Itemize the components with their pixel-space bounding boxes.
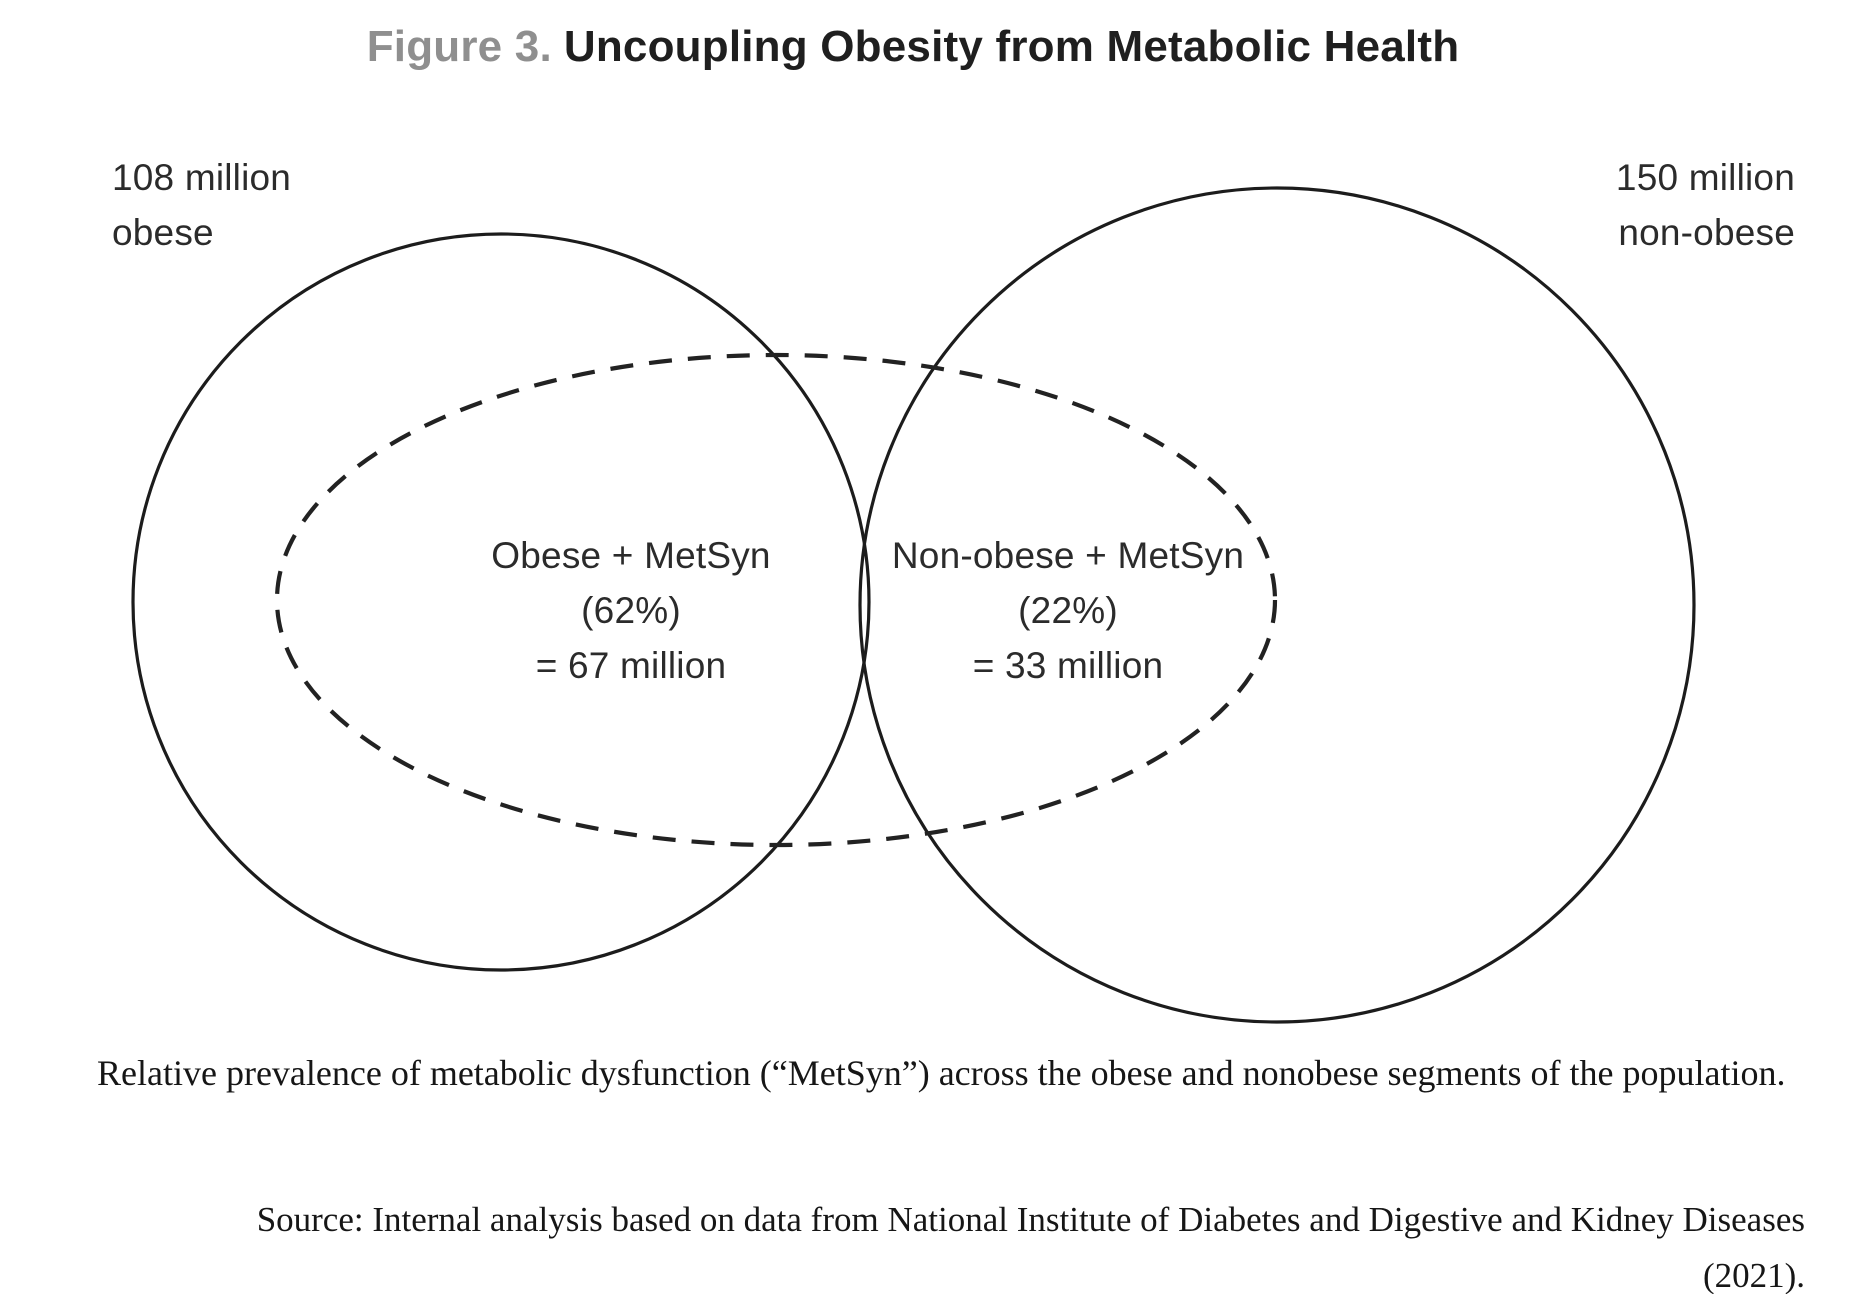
non-obese-circle-annotation: 150 million non-obese xyxy=(1616,150,1795,260)
non-obese-metsyn-label-block: Non-obese + MetSyn (22%) = 33 million xyxy=(892,528,1244,693)
figure-number-label: Figure 3. xyxy=(366,22,552,71)
metsyn-dashed-ellipse xyxy=(274,352,1278,848)
obese-label-line: obese xyxy=(112,212,214,253)
non-obese-metsyn-percent: (22%) xyxy=(1018,590,1118,631)
figure-source: Source: Internal analysis based on data … xyxy=(256,1200,1805,1294)
non-obese-metsyn-label: Non-obese + MetSyn xyxy=(891,535,1245,576)
obese-total-line: 108 million xyxy=(112,157,292,198)
figure-caption: Relative prevalence of metabolic dysfunc… xyxy=(97,1053,1786,1093)
figure-title-text: Uncoupling Obesity from Metabolic Health xyxy=(563,22,1460,71)
obese-circle-annotation: 108 million obese xyxy=(112,150,291,260)
non-obese-metsyn-value: = 33 million xyxy=(972,645,1164,686)
obese-metsyn-percent: (62%) xyxy=(581,590,681,631)
obese-metsyn-label: Obese + MetSyn xyxy=(491,535,771,576)
obese-metsyn-label-block: Obese + MetSyn (62%) = 67 million xyxy=(491,528,770,693)
obese-circle-shape xyxy=(131,232,871,972)
non-obese-circle-shape xyxy=(858,186,1696,1024)
obese-metsyn-value: = 67 million xyxy=(535,645,727,686)
figure-header: Figure 3. Uncoupling Obesity from Metabol… xyxy=(0,22,1866,72)
non-obese-total-line: 150 million xyxy=(1615,157,1795,198)
non-obese-label-line: non-obese xyxy=(1618,212,1795,253)
